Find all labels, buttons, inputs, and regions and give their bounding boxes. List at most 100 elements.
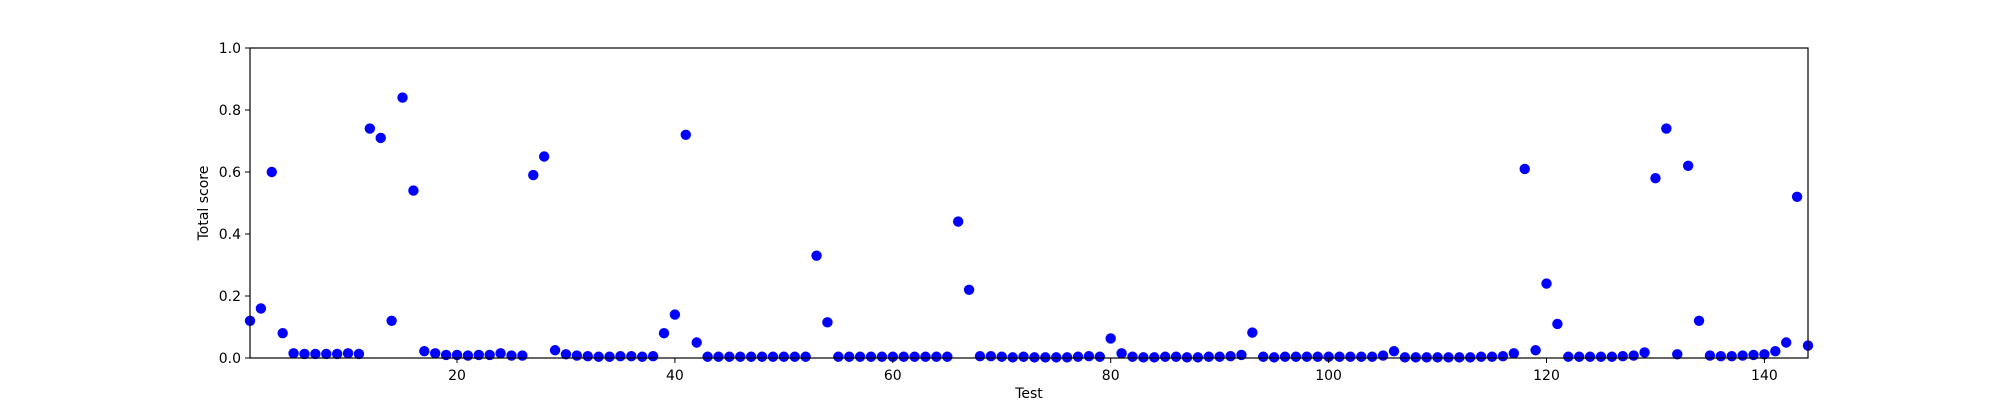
data-point bbox=[800, 351, 811, 362]
data-point bbox=[680, 129, 691, 140]
data-point bbox=[909, 351, 920, 362]
data-point bbox=[1617, 350, 1628, 362]
data-point bbox=[1432, 352, 1443, 363]
data-point bbox=[1083, 350, 1095, 362]
data-point bbox=[528, 169, 539, 181]
data-point bbox=[1552, 318, 1563, 330]
data-point bbox=[1181, 352, 1193, 363]
data-point bbox=[898, 351, 909, 362]
data-point bbox=[375, 132, 386, 144]
data-point bbox=[833, 351, 844, 362]
data-point bbox=[767, 351, 779, 362]
data-point bbox=[462, 350, 474, 361]
data-point bbox=[702, 351, 713, 362]
data-point bbox=[1639, 347, 1650, 358]
data-point bbox=[931, 351, 942, 362]
y-tick-label: 0.6 bbox=[219, 165, 241, 181]
data-point bbox=[386, 315, 397, 326]
data-point bbox=[1323, 351, 1334, 362]
data-point bbox=[735, 351, 746, 362]
data-points bbox=[244, 92, 1814, 363]
data-point bbox=[1312, 351, 1323, 362]
data-point bbox=[1159, 351, 1171, 362]
plot-frame bbox=[249, 47, 1809, 359]
data-point bbox=[985, 350, 997, 362]
x-axis-label: Test bbox=[1014, 386, 1043, 400]
data-point bbox=[1584, 351, 1596, 362]
data-point bbox=[1258, 351, 1269, 362]
data-point bbox=[1072, 351, 1084, 362]
y-tick-label: 0.8 bbox=[219, 103, 241, 119]
data-point bbox=[397, 92, 408, 103]
plot-area bbox=[250, 48, 1808, 358]
data-point bbox=[364, 123, 376, 134]
plot-background bbox=[250, 48, 1808, 358]
data-point bbox=[604, 351, 615, 362]
data-point bbox=[637, 351, 648, 362]
data-point bbox=[1116, 348, 1127, 359]
data-point bbox=[538, 151, 550, 162]
data-point bbox=[1715, 350, 1727, 362]
data-point bbox=[571, 350, 583, 361]
data-point bbox=[854, 351, 866, 362]
data-point bbox=[963, 284, 975, 295]
data-point bbox=[1345, 351, 1356, 362]
data-point bbox=[1454, 352, 1465, 363]
data-point bbox=[1704, 350, 1716, 361]
data-point bbox=[876, 351, 888, 362]
data-point bbox=[887, 351, 899, 362]
x-tick-label: 20 bbox=[448, 368, 466, 384]
data-point bbox=[495, 348, 506, 359]
data-point bbox=[1029, 352, 1040, 363]
data-point bbox=[1421, 352, 1432, 363]
data-point bbox=[1475, 351, 1487, 362]
x-tick-label: 120 bbox=[1533, 368, 1560, 384]
axis-labels: Test Total score bbox=[196, 166, 1043, 400]
y-tick-label: 0.0 bbox=[219, 351, 241, 367]
data-point bbox=[1367, 351, 1378, 362]
data-point bbox=[756, 351, 768, 362]
data-point bbox=[331, 348, 343, 360]
data-point bbox=[1672, 349, 1683, 360]
data-point bbox=[1791, 191, 1803, 202]
y-axis-label: Total score bbox=[196, 166, 212, 242]
y-tick-label: 1.0 bbox=[219, 41, 241, 57]
x-tick-label: 60 bbox=[884, 368, 902, 384]
data-point bbox=[1377, 350, 1389, 361]
data-point bbox=[266, 166, 277, 178]
data-point bbox=[1051, 352, 1062, 363]
data-point bbox=[321, 348, 332, 360]
data-point bbox=[549, 345, 561, 356]
data-point bbox=[1268, 352, 1280, 363]
data-point bbox=[1693, 315, 1705, 326]
data-point bbox=[1541, 278, 1552, 289]
x-tick-label: 140 bbox=[1751, 368, 1778, 384]
data-point bbox=[1149, 352, 1160, 363]
data-point bbox=[1574, 351, 1585, 362]
data-point bbox=[1138, 352, 1149, 363]
x-tick-label: 40 bbox=[666, 368, 684, 384]
data-point bbox=[1225, 350, 1236, 362]
data-point bbox=[255, 303, 267, 314]
data-point bbox=[1127, 351, 1138, 362]
data-point bbox=[811, 250, 822, 261]
data-point bbox=[430, 348, 441, 359]
data-point bbox=[1661, 123, 1672, 134]
data-point bbox=[1214, 351, 1225, 362]
y-tick-label: 0.2 bbox=[219, 289, 241, 305]
data-point bbox=[310, 348, 321, 360]
x-tick-label: 100 bbox=[1315, 368, 1342, 384]
data-point bbox=[822, 317, 833, 328]
data-point bbox=[1290, 351, 1302, 362]
data-point bbox=[1443, 352, 1454, 363]
data-point bbox=[778, 351, 790, 362]
data-point bbox=[1519, 163, 1530, 175]
data-point bbox=[1530, 345, 1541, 356]
data-point bbox=[920, 351, 931, 362]
data-point bbox=[615, 350, 626, 362]
data-point bbox=[658, 328, 670, 339]
data-point bbox=[1388, 345, 1400, 357]
data-point bbox=[1606, 351, 1618, 362]
data-point bbox=[1497, 350, 1509, 362]
